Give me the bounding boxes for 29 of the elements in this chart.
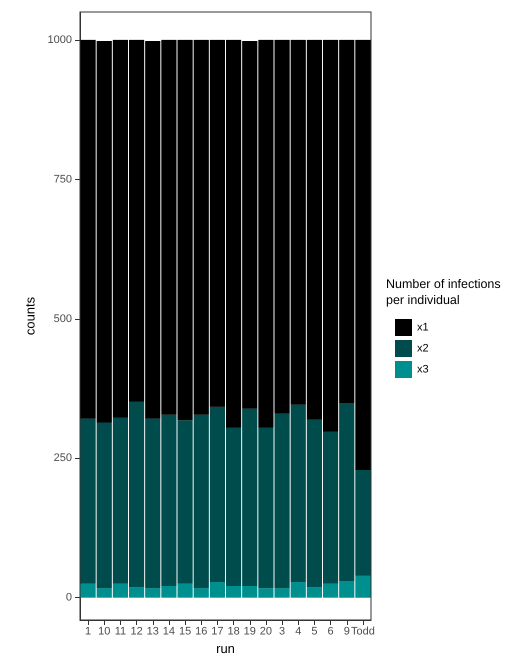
x-tick-label: 12 xyxy=(130,626,143,638)
x-tick-label: 20 xyxy=(260,626,272,638)
x-tick-label: 11 xyxy=(114,626,126,638)
x-tick-label: 1 xyxy=(85,626,92,638)
x-tick-label: Todd xyxy=(350,626,375,638)
x-tick-label: 14 xyxy=(162,626,176,638)
y-tick-label: 250 xyxy=(54,452,72,464)
x-tick-label: 15 xyxy=(178,626,192,638)
y-axis-title: counts xyxy=(22,296,38,336)
legend-label: x2 xyxy=(417,342,429,354)
x-tick-label: 4 xyxy=(295,626,302,638)
x-tick-label: 9 xyxy=(344,626,350,638)
x-tick-label: 10 xyxy=(98,626,110,638)
x-axis-title: run xyxy=(216,641,235,656)
x-tick-label: 17 xyxy=(211,626,224,638)
x-tick-label: 6 xyxy=(328,626,334,638)
x-tick-label: 18 xyxy=(227,626,240,638)
legend-label: x1 xyxy=(417,322,429,334)
x-tick-label: 13 xyxy=(146,626,159,638)
x-tick-label: 3 xyxy=(279,626,286,638)
x-tick-label: 5 xyxy=(311,626,318,638)
x-tick-label: 16 xyxy=(195,626,208,638)
y-tick-label: 0 xyxy=(66,592,72,604)
legend-label: x3 xyxy=(417,364,429,376)
x-tick-label: 19 xyxy=(244,626,256,638)
legend-title: Number of infections per individual xyxy=(386,277,501,307)
y-tick-label: 1000 xyxy=(48,34,72,46)
y-tick-label: 500 xyxy=(54,312,72,325)
y-tick-label: 750 xyxy=(54,173,72,186)
